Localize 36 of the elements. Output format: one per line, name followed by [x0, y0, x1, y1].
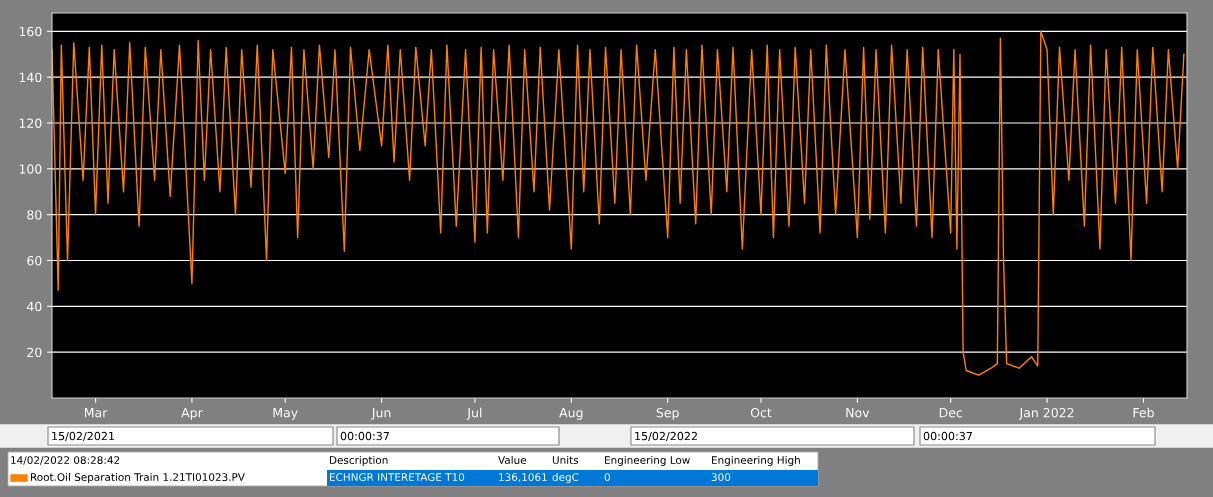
y-tick-label: 80: [27, 210, 42, 220]
text: Units: [552, 455, 579, 465]
y-tick-label: 100: [19, 164, 42, 174]
x-tick-label: Jul: [466, 407, 482, 420]
x-tick-label: Mar: [84, 408, 108, 418]
x-tick-label: Jan 2022: [1018, 407, 1074, 420]
text: 15/02/2021: [52, 431, 115, 442]
text: Value: [498, 455, 527, 465]
x-tick-label: Jun: [371, 408, 391, 420]
text: 15/02/2022: [635, 431, 697, 442]
x-tick-label: Feb: [1133, 407, 1154, 418]
text: 00:00:37: [923, 431, 972, 441]
x-tick-label: May: [273, 408, 298, 420]
y-tick-label: 160: [19, 26, 42, 37]
text: 00:00:37: [340, 431, 389, 441]
y-tick-label: 60: [27, 255, 42, 266]
y-tick-label: 140: [19, 72, 42, 83]
text: 0: [604, 473, 610, 482]
y-tick-label: 40: [26, 301, 42, 312]
x-tick-label: Sep: [656, 407, 679, 420]
x-tick-label: Apr: [181, 408, 203, 420]
x-tick-label: Oct: [750, 407, 772, 418]
text: Engineering Low: [605, 455, 690, 467]
text: 14/02/2022 08:28:42: [11, 456, 120, 465]
text: 136,1061: [499, 473, 547, 483]
x-tick-label: Nov: [846, 408, 870, 418]
text: Description: [330, 455, 388, 467]
legend-label: Root.Oil Separation Train 1.21TI01023.PV: [31, 472, 245, 484]
y-tick-label: 20: [27, 347, 42, 358]
text: degC: [552, 472, 579, 484]
text: 300: [711, 473, 731, 482]
y-tick-label: 120: [19, 118, 42, 128]
text: ECHNGR INTERETAGE T10: [330, 473, 465, 482]
x-tick-label: Aug: [559, 408, 583, 420]
x-tick-label: Dec: [939, 408, 962, 418]
text: Engineering High: [712, 455, 800, 467]
